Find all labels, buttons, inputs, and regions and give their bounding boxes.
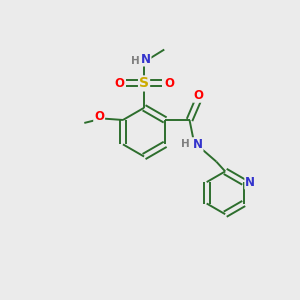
Text: N: N [245, 176, 255, 189]
Text: N: N [140, 52, 151, 66]
Text: O: O [194, 89, 203, 102]
Text: O: O [94, 110, 104, 123]
Text: H: H [131, 56, 140, 66]
Text: N: N [193, 138, 202, 151]
Text: O: O [164, 77, 174, 90]
Text: H: H [181, 139, 190, 149]
Text: O: O [114, 77, 124, 90]
Text: S: S [139, 76, 149, 90]
